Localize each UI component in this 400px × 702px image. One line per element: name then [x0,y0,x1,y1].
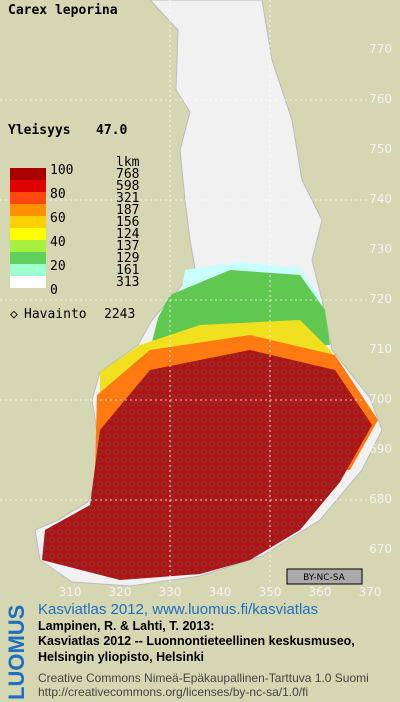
y-grid-label: 770 [369,42,392,56]
legend-count: 137 [116,239,139,254]
legend-swatch [10,180,46,192]
legend [10,168,46,288]
legend-count: 768 [116,167,139,182]
legend-swatch [10,264,46,276]
legend-count: 156 [116,215,139,230]
y-grid-label: 670 [369,542,392,556]
license-line: Creative Commons Nimeä-Epäkaupallinen-Ta… [38,671,369,685]
legend-count: 313 [116,275,139,290]
legend-scale-label: 100 [50,163,73,178]
footer-link[interactable]: Kasviatlas 2012, www.luomus.fi/kasviatla… [38,601,318,618]
y-grid-label: 720 [369,292,392,306]
legend-count: 321 [116,191,139,206]
observation-marker: ◇ [10,307,18,322]
citation-line: Helsingin yliopisto, Helsinki [38,650,204,664]
map [0,0,383,587]
species-title: Carex leporina [8,3,118,18]
x-grid-label: 330 [159,585,182,599]
legend-swatch [10,192,46,204]
license-line: http://creativecommons.org/licenses/by-n… [38,685,308,699]
citation-line: Kasviatlas 2012 -- Luonnontieteellinen k… [38,634,355,648]
legend-swatch [10,240,46,252]
legend-swatch [10,216,46,228]
legend-swatch [10,252,46,264]
observation-count: 2243 [104,307,135,322]
brand: LUOMUS [4,605,29,700]
badge-text: BY-NC-SA [303,573,346,583]
legend-count: 598 [116,179,139,194]
citation-line: Lampinen, R. & Lahti, T. 2013: [38,619,214,633]
y-grid-label: 680 [369,492,392,506]
legend-scale-label: 0 [50,283,58,298]
x-grid-label: 350 [259,585,282,599]
grid [0,0,370,585]
legend-scale-label: 20 [50,259,66,274]
x-grid-label: 310 [59,585,82,599]
y-grid-label: 730 [369,242,392,256]
legend-count: 161 [116,263,139,278]
legend-scale-label: 60 [50,211,66,226]
y-grid-label: 760 [369,92,392,106]
y-grid-label: 690 [369,442,392,456]
y-grid-label: 700 [369,392,392,406]
y-grid-label: 750 [369,142,392,156]
legend-scale-label: 40 [50,235,66,250]
legend-swatch [10,204,46,216]
legend-count: 129 [116,251,139,266]
x-grid-label: 360 [309,585,332,599]
legend-count: 187 [116,203,139,218]
legend-swatch [10,168,46,180]
y-grid-label: 740 [369,192,392,206]
legend-scale-label: 80 [50,187,66,202]
frequency-value: 47.0 [96,123,127,138]
x-grid-label: 340 [209,585,232,599]
observation-label: Havainto [24,307,87,322]
legend-swatch [10,228,46,240]
x-grid-label: 370 [359,585,382,599]
x-grid-label: 320 [109,585,132,599]
legend-swatch [10,276,46,288]
legend-unit: lkm [116,155,140,170]
area-high-dots [42,350,372,580]
frequency-label: Yleisyys [8,123,71,138]
license-badge: BY-NC-SA [286,568,363,585]
y-grid-label: 710 [369,342,392,356]
legend-count: 124 [116,227,140,242]
